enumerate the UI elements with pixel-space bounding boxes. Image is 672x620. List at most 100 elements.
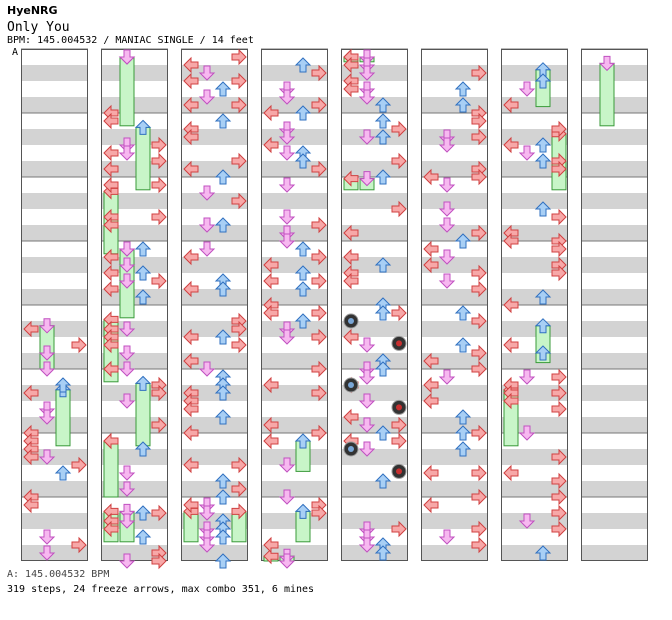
beat-stripe	[581, 129, 648, 145]
up-arrow-icon	[374, 545, 392, 561]
down-arrow-icon	[278, 89, 296, 105]
down-arrow-icon	[198, 505, 216, 521]
down-arrow-icon	[278, 177, 296, 193]
beat-stripe	[261, 97, 328, 113]
up-arrow-icon	[374, 305, 392, 321]
mine-core	[348, 446, 354, 452]
down-arrow-icon	[118, 553, 136, 569]
up-arrow-icon	[374, 473, 392, 489]
beat-stripe	[261, 65, 328, 81]
right-arrow-icon	[311, 216, 327, 234]
beat-stripe	[21, 161, 88, 177]
left-arrow-icon	[103, 112, 119, 130]
up-arrow-icon	[54, 377, 72, 393]
up-arrow-icon	[134, 441, 152, 457]
down-arrow-icon	[198, 537, 216, 553]
right-arrow-icon	[151, 176, 167, 194]
down-arrow-icon	[38, 361, 56, 377]
right-arrow-icon	[471, 264, 487, 282]
beat-stripe	[261, 257, 328, 273]
right-arrow-icon	[471, 520, 487, 538]
down-arrow-icon	[278, 553, 296, 569]
beat-stripe	[341, 289, 408, 305]
beat-stripe	[421, 417, 488, 433]
down-arrow-icon	[518, 513, 536, 529]
bpm-note: A: 145.004532 BPM	[7, 569, 110, 580]
left-arrow-icon	[183, 424, 199, 442]
up-arrow-icon	[294, 503, 312, 519]
beat-stripe	[581, 289, 648, 305]
beat-stripe	[101, 417, 168, 433]
beat-stripe	[341, 257, 408, 273]
beat-stripe	[181, 353, 248, 369]
down-arrow-icon	[518, 369, 536, 385]
left-arrow-icon	[183, 400, 199, 418]
beat-stripe	[341, 97, 408, 113]
down-arrow-icon	[518, 145, 536, 161]
down-arrow-icon	[278, 145, 296, 161]
up-arrow-icon	[534, 137, 552, 153]
beat-stripe	[501, 257, 568, 273]
up-arrow-icon	[134, 375, 152, 391]
beat-stripe	[101, 545, 168, 561]
beat-stripe	[181, 257, 248, 273]
beat-stripe	[581, 545, 648, 561]
beat-stripe	[181, 417, 248, 433]
freeze-arrow	[103, 440, 119, 498]
left-arrow-icon	[183, 456, 199, 474]
down-arrow-icon	[518, 425, 536, 441]
left-arrow-icon	[343, 80, 359, 98]
down-arrow-icon	[198, 65, 216, 81]
up-arrow-icon	[214, 281, 232, 297]
right-arrow-icon	[71, 336, 87, 354]
beat-stripe	[181, 545, 248, 561]
up-arrow-icon	[534, 153, 552, 169]
up-arrow-icon	[134, 265, 152, 281]
left-arrow-icon	[103, 144, 119, 162]
down-arrow-icon	[518, 81, 536, 97]
beat-stripe	[181, 225, 248, 241]
right-arrow-icon	[311, 272, 327, 290]
right-arrow-icon	[311, 304, 327, 322]
beat-stripe	[181, 129, 248, 145]
left-arrow-icon	[23, 384, 39, 402]
beat-stripe	[421, 289, 488, 305]
beat-stripe	[501, 193, 568, 209]
left-arrow-icon	[503, 336, 519, 354]
left-arrow-icon	[343, 272, 359, 290]
left-arrow-icon	[343, 170, 359, 187]
right-arrow-icon	[471, 224, 487, 242]
beat-stripe	[501, 449, 568, 465]
right-arrow-icon	[231, 480, 247, 498]
beat-stripe	[101, 385, 168, 401]
up-arrow-icon	[374, 257, 392, 273]
beat-stripe	[21, 129, 88, 145]
down-arrow-icon	[358, 171, 376, 187]
left-arrow-icon	[343, 408, 359, 426]
right-arrow-icon	[551, 448, 567, 466]
down-arrow-icon	[358, 537, 376, 553]
beat-stripe	[261, 193, 328, 209]
down-arrow-icon	[358, 89, 376, 105]
down-arrow-icon	[118, 241, 136, 257]
up-arrow-icon	[214, 81, 232, 97]
up-arrow-icon	[454, 97, 472, 113]
beat-stripe	[501, 545, 568, 561]
beat-stripe	[581, 417, 648, 433]
down-arrow-icon	[358, 393, 376, 409]
left-arrow-icon	[343, 328, 359, 346]
beat-stripe	[421, 385, 488, 401]
up-arrow-icon	[294, 265, 312, 281]
right-arrow-icon	[471, 168, 487, 186]
beat-stripe	[21, 289, 88, 305]
beat-stripe	[261, 385, 328, 401]
beat-stripe	[261, 353, 328, 369]
left-arrow-icon	[103, 280, 119, 298]
beat-stripe	[501, 481, 568, 497]
song-artist: HyeNRG	[7, 4, 58, 17]
right-arrow-icon	[231, 96, 247, 114]
left-arrow-icon	[23, 496, 39, 514]
right-arrow-icon	[551, 208, 567, 226]
left-arrow-icon	[503, 296, 519, 314]
beat-stripe	[21, 193, 88, 209]
